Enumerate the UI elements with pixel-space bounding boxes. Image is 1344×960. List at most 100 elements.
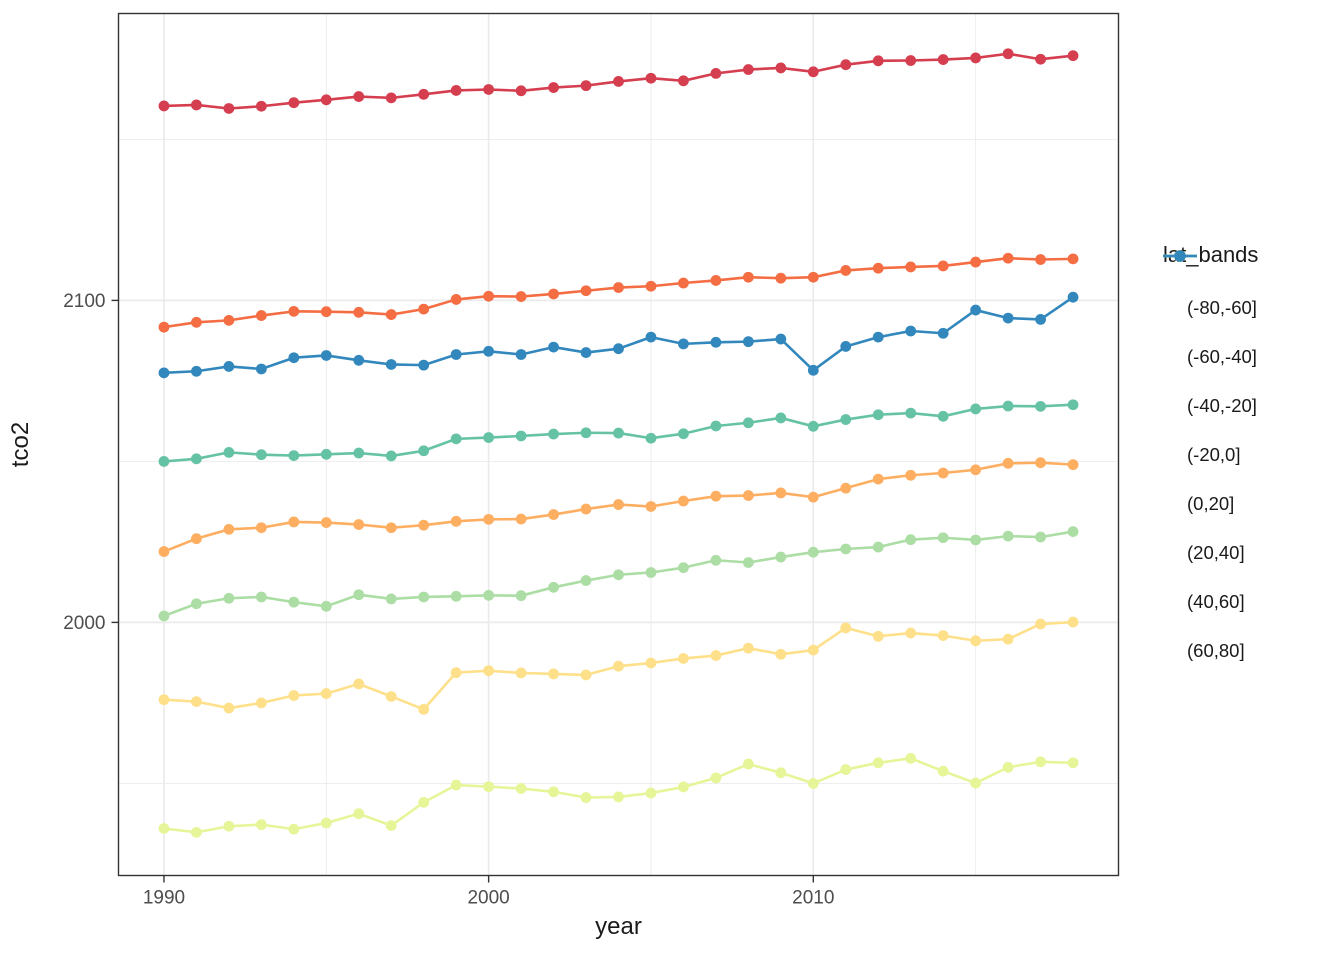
data-point-(40,60] <box>353 447 365 459</box>
data-point-(-60,-40] <box>1002 252 1014 264</box>
data-point-(60,80] <box>742 336 754 348</box>
data-point-(20,40] <box>385 593 397 605</box>
legend-label: (0,20] <box>1187 493 1235 514</box>
data-point-(20,40] <box>353 589 365 601</box>
legend-row-(-40,-20]: (-40,-20] <box>1163 250 1258 420</box>
data-point-(-60,-40] <box>645 280 657 292</box>
data-point-(20,40] <box>1035 531 1046 543</box>
data-point-(-40,-20] <box>807 491 819 503</box>
data-point-(60,80] <box>970 304 982 316</box>
legend-label: (40,60] <box>1187 591 1245 612</box>
data-point-(-40,-20] <box>872 473 884 485</box>
x-axis-title: year <box>595 913 642 940</box>
data-point-(20,40] <box>1067 526 1079 538</box>
data-point-(20,40] <box>158 610 170 622</box>
data-point-(20,40] <box>1002 530 1014 542</box>
data-point-(20,40] <box>320 600 332 612</box>
data-point-(-80,-60] <box>840 59 852 71</box>
data-point-(-40,-20] <box>742 490 754 501</box>
data-point-(-60,-40] <box>580 285 592 297</box>
legend-row-(-20,0]: (-20,0] <box>1163 250 1258 469</box>
data-point-(0,20] <box>191 826 202 838</box>
data-point-(60,80] <box>678 338 689 350</box>
data-point-(-80,-60] <box>450 85 462 96</box>
data-point-(-40,-20] <box>450 515 462 527</box>
data-point-(-60,-40] <box>1035 254 1046 265</box>
data-point-(40,60] <box>288 450 300 462</box>
data-point-(20,40] <box>288 596 300 608</box>
legend-row-(0,20]: (0,20] <box>1163 250 1258 518</box>
data-point-(40,60] <box>807 420 819 432</box>
data-point-(-80,-60] <box>1035 53 1046 65</box>
data-point-(-80,-60] <box>191 99 202 111</box>
data-point-(40,60] <box>255 449 267 461</box>
data-point-(0,20] <box>255 819 267 831</box>
data-point-(-80,-60] <box>1067 50 1079 62</box>
data-point-(0,20] <box>223 820 235 832</box>
legend-label: (-80,-60] <box>1187 297 1257 318</box>
data-point-(20,40] <box>223 592 235 604</box>
y-tick-label: 2000 <box>63 613 105 634</box>
data-point-(-80,-60] <box>775 62 787 74</box>
data-point-(40,60] <box>450 433 462 445</box>
data-point-(-80,-60] <box>418 88 430 100</box>
data-point-(0,20] <box>1002 761 1014 773</box>
data-point-(60,80] <box>937 327 949 339</box>
data-point-(-80,-60] <box>353 91 365 102</box>
data-point-(-20,0] <box>580 669 592 681</box>
data-point-(60,80] <box>288 352 300 364</box>
data-point-(-80,-60] <box>613 76 624 87</box>
data-point-(-20,0] <box>1067 616 1079 628</box>
data-point-(40,60] <box>1035 400 1046 412</box>
data-point-(0,20] <box>353 808 365 820</box>
data-point-(20,40] <box>742 557 754 568</box>
x-tick-label: 1990 <box>143 888 185 909</box>
data-point-(-60,-40] <box>613 282 624 293</box>
data-point-(-20,0] <box>970 635 982 647</box>
data-point-(0,20] <box>418 797 430 808</box>
data-point-(60,80] <box>483 345 495 357</box>
data-point-(40,60] <box>970 403 982 415</box>
data-point-(60,80] <box>158 367 170 379</box>
data-point-(-40,-20] <box>385 522 397 534</box>
data-point-(40,60] <box>320 448 332 460</box>
data-point-(-40,-20] <box>418 519 430 531</box>
x-tick-label: 2000 <box>467 888 509 909</box>
data-point-(-20,0] <box>515 667 527 679</box>
data-point-(40,60] <box>645 432 657 444</box>
data-point-(-20,0] <box>548 668 559 680</box>
legend-label: (-60,-40] <box>1187 346 1257 367</box>
y-axis-title: tco2 <box>7 422 34 467</box>
data-point-(60,80] <box>353 354 365 366</box>
data-point-(-80,-60] <box>905 55 917 66</box>
data-point-(60,80] <box>1035 314 1046 325</box>
data-point-(-20,0] <box>905 627 917 639</box>
data-point-(-80,-60] <box>937 54 949 65</box>
data-point-(-40,-20] <box>255 522 267 534</box>
data-point-(-40,-20] <box>320 517 332 528</box>
legend-row-(40,60]: (40,60] <box>1163 250 1258 616</box>
data-point-(20,40] <box>255 591 267 603</box>
data-point-(-40,-20] <box>223 523 235 535</box>
data-point-(0,20] <box>840 764 852 775</box>
data-point-(0,20] <box>288 823 300 835</box>
data-point-(-40,-20] <box>158 546 170 557</box>
data-point-(-80,-60] <box>678 75 689 87</box>
data-point-(-20,0] <box>385 691 397 702</box>
data-point-(60,80] <box>223 361 235 372</box>
data-point-(40,60] <box>1002 400 1014 412</box>
data-point-(-40,-20] <box>970 464 982 476</box>
data-point-(-40,-20] <box>905 469 917 481</box>
legend-row-(-60,-40]: (-60,-40] <box>1163 250 1258 371</box>
data-point-(-80,-60] <box>385 92 397 104</box>
legend-label: (20,40] <box>1187 542 1245 563</box>
data-point-(-60,-40] <box>320 306 332 318</box>
data-point-(-20,0] <box>807 644 819 656</box>
data-point-(-60,-40] <box>970 256 982 268</box>
data-point-(40,60] <box>223 446 235 458</box>
data-point-(-80,-60] <box>320 94 332 106</box>
x-tick-label: 2010 <box>792 888 834 909</box>
data-point-(40,60] <box>580 427 592 439</box>
data-point-(-60,-40] <box>548 288 559 300</box>
